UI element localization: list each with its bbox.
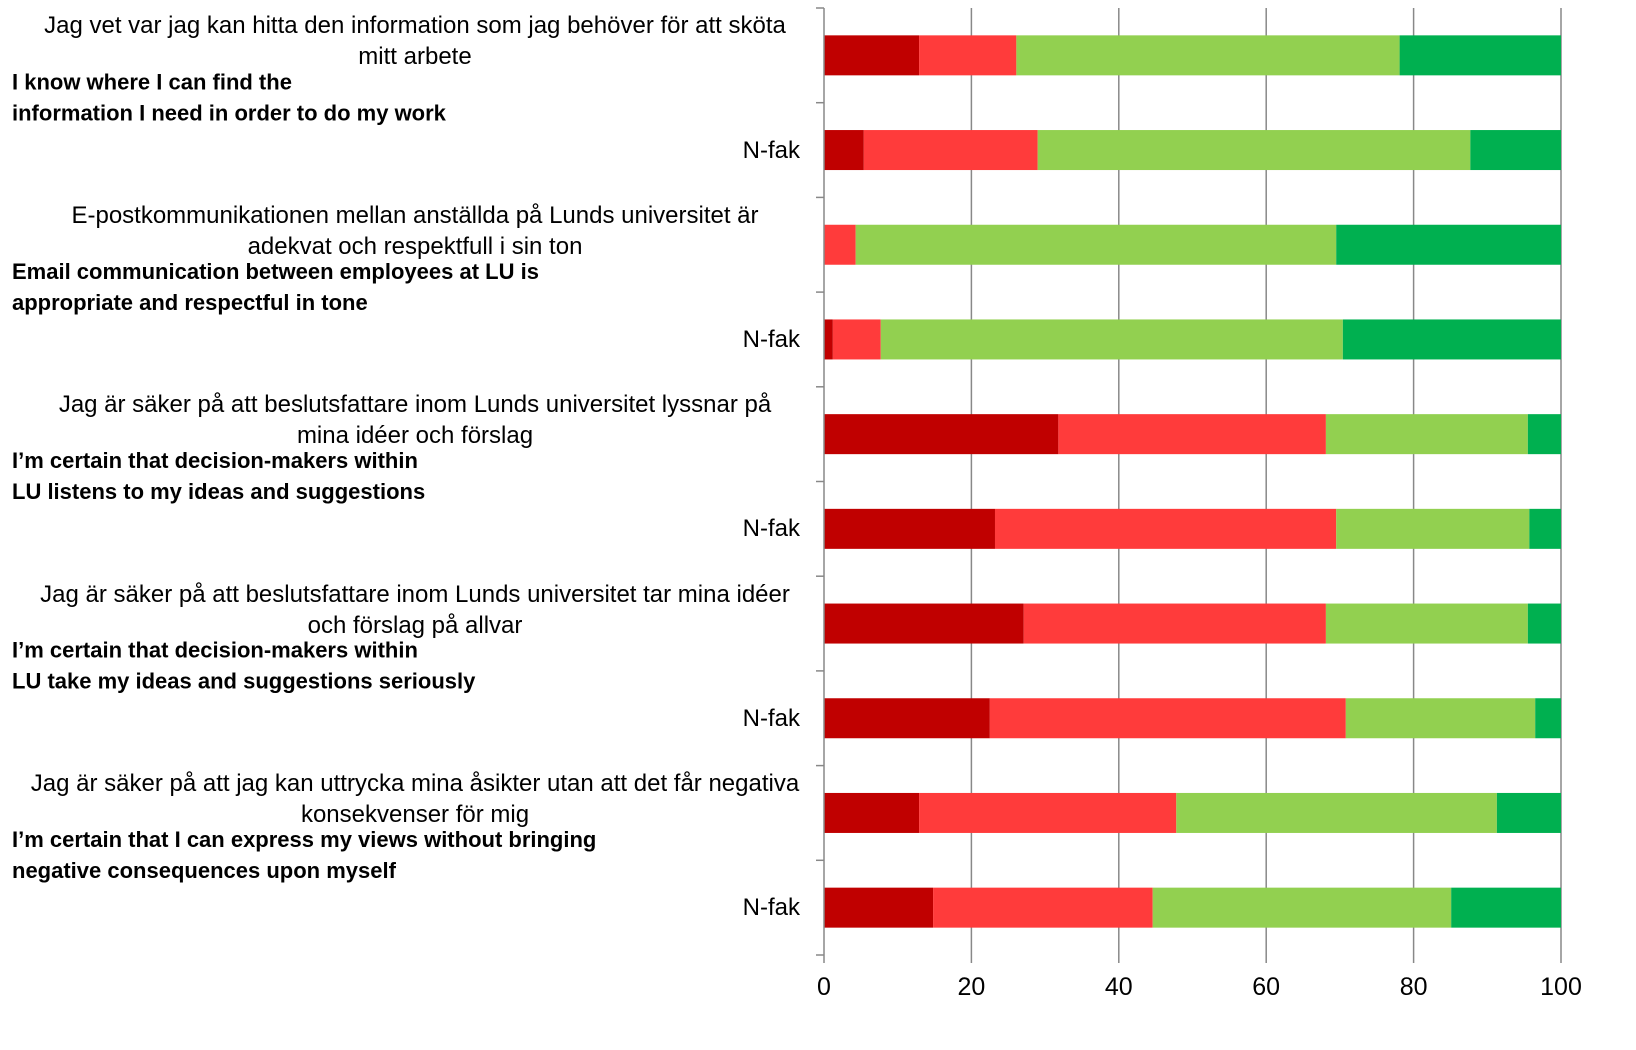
category-label: Jag vet var jag kan hitta den informatio… <box>44 12 786 71</box>
bar-segment <box>863 130 1038 171</box>
category-label: N-fak <box>742 515 800 543</box>
category-label: N-fak <box>742 136 800 164</box>
bar-segment <box>824 792 920 833</box>
category-label: Jag är säker på att beslutsfattare inom … <box>58 391 772 450</box>
x-tick-label: 20 <box>957 973 985 1001</box>
annotation: I’m certain that I can express my views … <box>12 827 596 852</box>
annotation: Email communication between employees at… <box>12 259 539 284</box>
bar-segment <box>1336 224 1561 265</box>
annotation: LU take my ideas and suggestions serious… <box>12 669 476 694</box>
annotation: LU listens to my ideas and suggestions <box>12 479 425 504</box>
bar-segment <box>1023 603 1326 644</box>
bar-segment <box>1529 508 1561 549</box>
annotation: I’m certain that decision-makers within <box>12 448 418 473</box>
x-tick-label: 40 <box>1105 973 1133 1001</box>
bar-segment <box>1336 508 1530 549</box>
bar-segment <box>1037 130 1471 171</box>
bar-segment <box>1342 319 1561 360</box>
category-label: Jag är säker på att beslutsfattare inom … <box>40 580 790 639</box>
bar-segment <box>1176 792 1497 833</box>
bar-segment <box>1399 35 1561 76</box>
bar-segment <box>1016 35 1400 76</box>
bar-segment <box>919 35 1017 76</box>
bar-segment <box>824 603 1024 644</box>
bar-segment <box>1496 792 1561 833</box>
x-tick-label: 60 <box>1252 973 1280 1001</box>
bar-segment <box>989 698 1346 739</box>
bar-segment <box>1152 887 1452 928</box>
bar-segment <box>824 508 995 549</box>
bar-segment <box>832 319 881 360</box>
bar-segment <box>1451 887 1561 928</box>
category-label: N-fak <box>742 325 800 353</box>
bar-segment <box>933 887 1153 928</box>
bar-segment <box>824 887 934 928</box>
bar-segment <box>824 224 856 265</box>
category-label: E-postkommunikationen mellan anställda p… <box>71 201 759 260</box>
bar-segment <box>919 792 1177 833</box>
bar-segment <box>1058 414 1326 455</box>
bar-segment <box>1325 414 1528 455</box>
annotation: negative consequences upon myself <box>12 858 397 883</box>
bar-segment <box>824 319 833 360</box>
bar-segment <box>994 508 1337 549</box>
category-label: N-fak <box>742 704 800 732</box>
x-tick-label: 100 <box>1540 973 1582 1001</box>
category-label: N-fak <box>742 894 800 922</box>
bar-segment <box>1527 414 1561 455</box>
annotation: information I need in order to do my wor… <box>12 100 447 125</box>
annotation: appropriate and respectful in tone <box>12 290 368 315</box>
bar-segment <box>1527 603 1561 644</box>
bar-segment <box>880 319 1343 360</box>
bar-segment <box>1470 130 1561 171</box>
x-tick-label: 0 <box>817 973 831 1001</box>
bar-segment <box>824 35 920 76</box>
bar-segment <box>824 130 864 171</box>
bar-segment <box>1535 698 1561 739</box>
annotation: I know where I can find the <box>12 69 292 94</box>
bar-segment <box>824 698 990 739</box>
bar-segment <box>824 414 1059 455</box>
category-label: Jag är säker på att jag kan uttrycka min… <box>30 769 800 828</box>
bar-segment <box>1325 603 1528 644</box>
bar-segment <box>855 224 1337 265</box>
x-tick-label: 80 <box>1400 973 1428 1001</box>
annotation: I’m certain that decision-makers within <box>12 638 418 663</box>
bar-segment <box>1345 698 1536 739</box>
